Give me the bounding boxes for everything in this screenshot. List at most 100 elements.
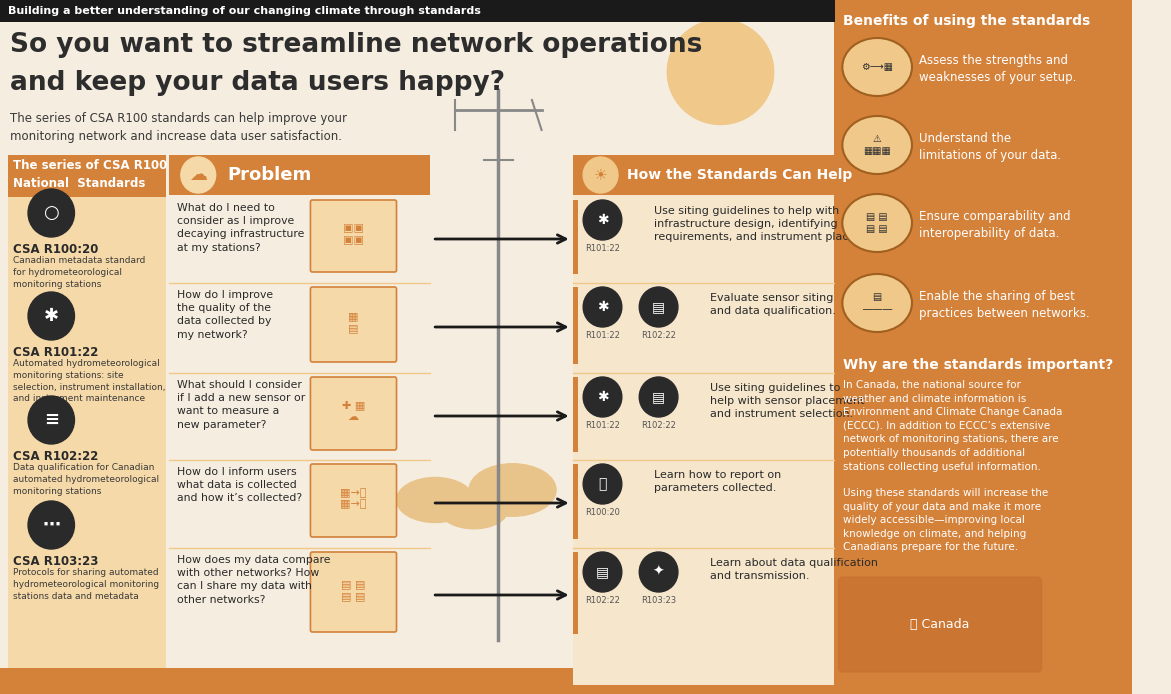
Ellipse shape bbox=[842, 194, 912, 252]
FancyBboxPatch shape bbox=[310, 377, 397, 450]
Text: R102:22: R102:22 bbox=[642, 331, 676, 340]
Circle shape bbox=[583, 377, 622, 417]
Text: Assess the strengths and
weaknesses of your setup.: Assess the strengths and weaknesses of y… bbox=[919, 54, 1076, 84]
Ellipse shape bbox=[397, 477, 474, 523]
FancyBboxPatch shape bbox=[838, 577, 1041, 672]
Text: Use siting guidelines to
help with sensor placement
and instrument selection.: Use siting guidelines to help with senso… bbox=[710, 383, 864, 419]
Text: R101:22: R101:22 bbox=[586, 244, 619, 253]
Text: ▤
―――: ▤ ――― bbox=[863, 292, 892, 314]
FancyBboxPatch shape bbox=[170, 155, 431, 195]
Ellipse shape bbox=[440, 491, 508, 529]
Text: The series of CSA R100
National  Standards: The series of CSA R100 National Standard… bbox=[13, 159, 166, 190]
Text: ✦: ✦ bbox=[652, 565, 664, 579]
Text: How do I improve
the quality of the
data collected by
my network?: How do I improve the quality of the data… bbox=[177, 290, 273, 339]
Text: ✱: ✱ bbox=[597, 300, 608, 314]
Text: Learn about data qualification
and transmission.: Learn about data qualification and trans… bbox=[710, 558, 878, 581]
Text: Ensure comparability and
interoperability of data.: Ensure comparability and interoperabilit… bbox=[919, 210, 1070, 240]
Text: ▦→👤
▦→👤: ▦→👤 ▦→👤 bbox=[341, 488, 367, 509]
Text: R102:22: R102:22 bbox=[642, 421, 676, 430]
Text: ▤ ▤
▤ ▤: ▤ ▤ ▤ ▤ bbox=[867, 212, 888, 234]
Circle shape bbox=[180, 157, 215, 193]
Ellipse shape bbox=[470, 464, 556, 516]
Circle shape bbox=[28, 189, 75, 237]
Text: ⚠
▦▦▦: ⚠ ▦▦▦ bbox=[863, 134, 891, 155]
Ellipse shape bbox=[842, 274, 912, 332]
FancyBboxPatch shape bbox=[574, 377, 578, 452]
Ellipse shape bbox=[667, 19, 774, 124]
Circle shape bbox=[583, 464, 622, 504]
Text: Using these standards will increase the
quality of your data and make it more
wi: Using these standards will increase the … bbox=[843, 488, 1048, 552]
Text: R101:22: R101:22 bbox=[586, 421, 619, 430]
Text: What do I need to
consider as I improve
decaying infrastructure
at my stations?: What do I need to consider as I improve … bbox=[177, 203, 304, 253]
Text: CSA R102:22: CSA R102:22 bbox=[13, 450, 98, 463]
FancyBboxPatch shape bbox=[8, 155, 166, 685]
Text: ☀: ☀ bbox=[594, 167, 608, 183]
Ellipse shape bbox=[842, 116, 912, 174]
Text: Enable the sharing of best
practices between networks.: Enable the sharing of best practices bet… bbox=[919, 290, 1089, 320]
Text: ≡: ≡ bbox=[43, 411, 59, 429]
Text: ✚ ▦
☁: ✚ ▦ ☁ bbox=[342, 400, 365, 423]
Circle shape bbox=[28, 501, 75, 549]
Text: ✱: ✱ bbox=[597, 390, 608, 404]
Text: Data qualification for Canadian
automated hydrometeorological
monitoring station: Data qualification for Canadian automate… bbox=[13, 463, 159, 496]
Text: 📍: 📍 bbox=[598, 477, 607, 491]
Text: R102:22: R102:22 bbox=[586, 596, 619, 605]
Text: Automated hydrometeorological
monitoring stations: site
selection, instrument in: Automated hydrometeorological monitoring… bbox=[13, 359, 165, 403]
Circle shape bbox=[583, 552, 622, 592]
Ellipse shape bbox=[842, 38, 912, 96]
Text: ○: ○ bbox=[43, 204, 59, 222]
Text: ⋯: ⋯ bbox=[42, 516, 60, 534]
Text: 🗺 Canada: 🗺 Canada bbox=[910, 618, 970, 631]
Text: Canadian metadata standard
for hydrometeorological
monitoring stations: Canadian metadata standard for hydromete… bbox=[13, 256, 145, 289]
FancyBboxPatch shape bbox=[8, 155, 166, 197]
Text: What should I consider
if I add a new sensor or
want to measure a
new parameter?: What should I consider if I add a new se… bbox=[177, 380, 306, 430]
Text: CSA R100:20: CSA R100:20 bbox=[13, 243, 98, 256]
Text: Benefits of using the standards: Benefits of using the standards bbox=[843, 14, 1090, 28]
FancyBboxPatch shape bbox=[574, 287, 578, 364]
Text: Evaluate sensor siting
and data qualification.: Evaluate sensor siting and data qualific… bbox=[710, 293, 836, 316]
Circle shape bbox=[639, 552, 678, 592]
Text: CSA R103:23: CSA R103:23 bbox=[13, 555, 98, 568]
FancyBboxPatch shape bbox=[574, 155, 834, 685]
Text: ▤: ▤ bbox=[652, 390, 665, 404]
FancyBboxPatch shape bbox=[574, 464, 578, 539]
FancyBboxPatch shape bbox=[310, 464, 397, 537]
Text: ⚙⟶▦: ⚙⟶▦ bbox=[861, 62, 893, 72]
Text: ▦
▤: ▦ ▤ bbox=[348, 312, 358, 333]
FancyBboxPatch shape bbox=[574, 155, 834, 195]
Text: Problem: Problem bbox=[227, 166, 311, 184]
Text: Why are the standards important?: Why are the standards important? bbox=[843, 358, 1114, 372]
Text: and keep your data users happy?: and keep your data users happy? bbox=[9, 70, 505, 96]
Text: How does my data compare
with other networks? How
can I share my data with
other: How does my data compare with other netw… bbox=[177, 555, 330, 604]
Text: CSA R101:22: CSA R101:22 bbox=[13, 346, 98, 359]
Text: Understand the
limitations of your data.: Understand the limitations of your data. bbox=[919, 132, 1061, 162]
Text: R101:22: R101:22 bbox=[586, 331, 619, 340]
Text: ✱: ✱ bbox=[597, 213, 608, 227]
Text: R103:23: R103:23 bbox=[641, 596, 676, 605]
Text: R100:20: R100:20 bbox=[586, 508, 619, 517]
FancyBboxPatch shape bbox=[310, 552, 397, 632]
FancyBboxPatch shape bbox=[574, 200, 578, 274]
Text: ☁: ☁ bbox=[190, 166, 207, 184]
Text: How the Standards Can Help: How the Standards Can Help bbox=[626, 168, 852, 182]
FancyBboxPatch shape bbox=[310, 200, 397, 272]
FancyBboxPatch shape bbox=[574, 552, 578, 634]
Text: The series of CSA R100 standards can help improve your
monitoring network and in: The series of CSA R100 standards can hel… bbox=[9, 112, 347, 143]
Circle shape bbox=[639, 287, 678, 327]
FancyBboxPatch shape bbox=[834, 0, 1132, 694]
Circle shape bbox=[639, 377, 678, 417]
Text: In Canada, the national source for
weather and climate information is
Environmen: In Canada, the national source for weath… bbox=[843, 380, 1063, 472]
FancyBboxPatch shape bbox=[0, 0, 835, 22]
Text: ▣▣
▣▣: ▣▣ ▣▣ bbox=[343, 223, 364, 245]
Circle shape bbox=[28, 396, 75, 444]
Text: ▤: ▤ bbox=[652, 300, 665, 314]
Circle shape bbox=[583, 287, 622, 327]
Text: ▤: ▤ bbox=[596, 565, 609, 579]
Text: Learn how to report on
parameters collected.: Learn how to report on parameters collec… bbox=[653, 470, 781, 493]
Circle shape bbox=[583, 157, 618, 193]
Text: Protocols for sharing automated
hydrometeorological monitoring
stations data and: Protocols for sharing automated hydromet… bbox=[13, 568, 159, 600]
Text: ✱: ✱ bbox=[43, 307, 59, 325]
FancyBboxPatch shape bbox=[310, 287, 397, 362]
Circle shape bbox=[583, 200, 622, 240]
FancyBboxPatch shape bbox=[0, 668, 834, 694]
